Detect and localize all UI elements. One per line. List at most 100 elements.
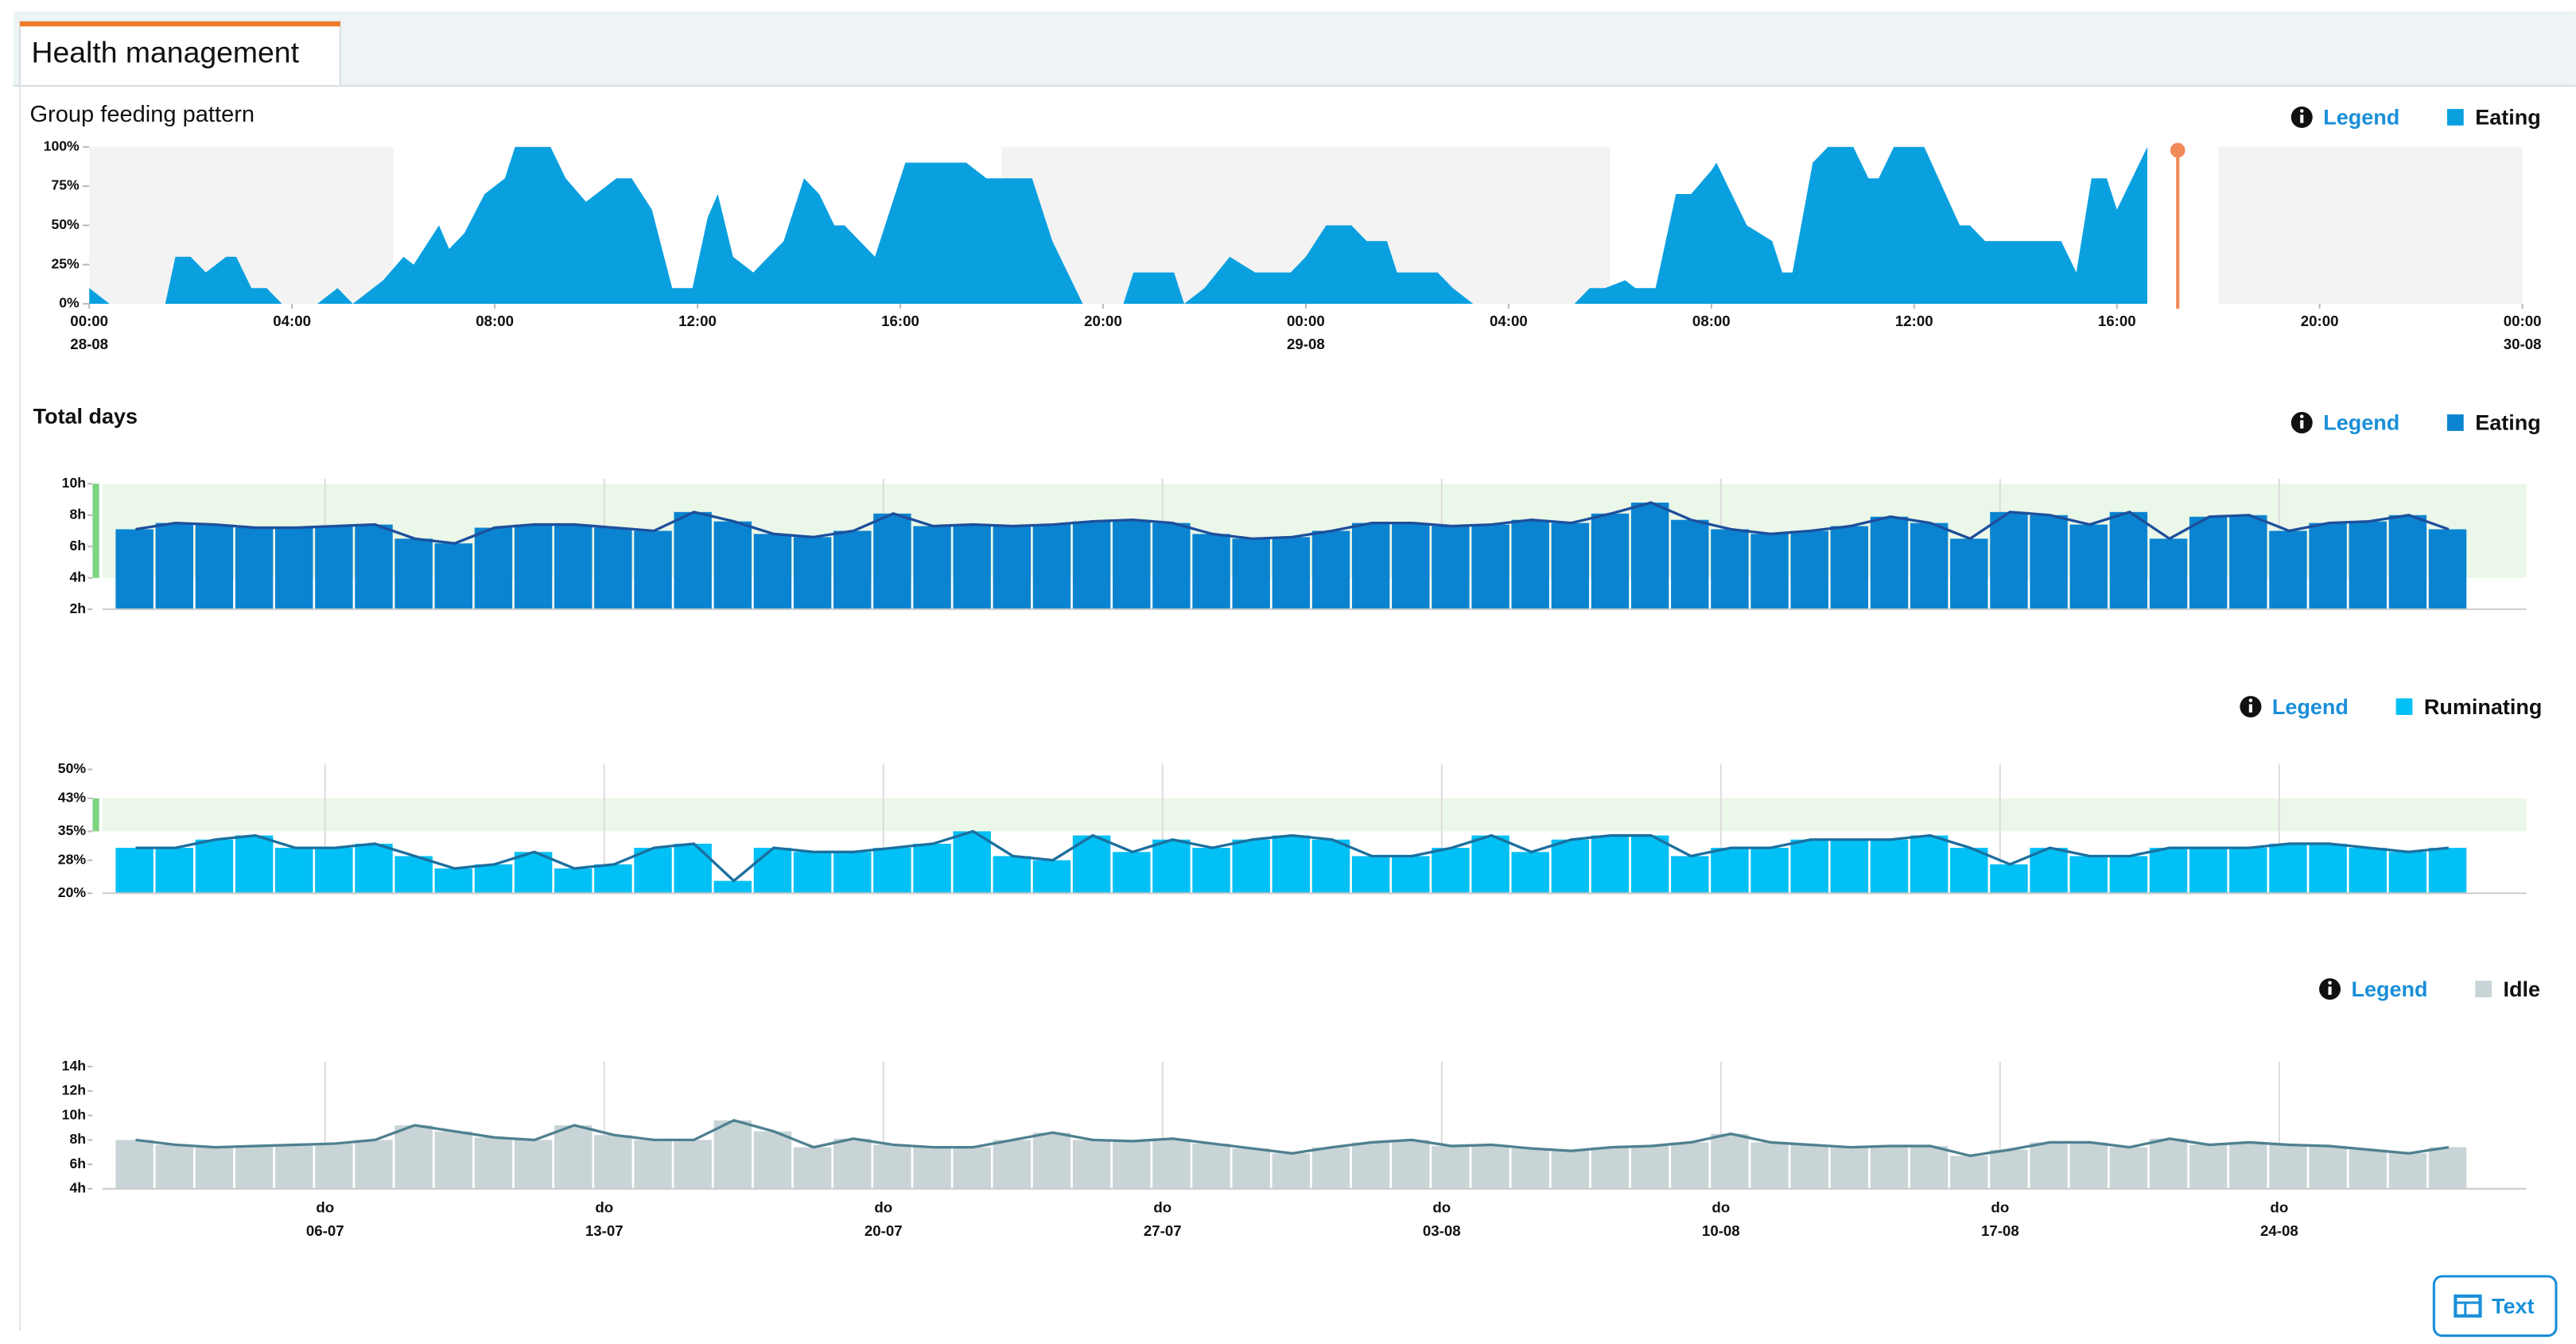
bar	[2428, 848, 2467, 894]
current-time-marker-head	[2170, 142, 2186, 158]
bar	[2428, 529, 2467, 610]
bar	[1870, 839, 1909, 894]
bar	[1950, 538, 1988, 610]
x-tick-label: 12:00	[1895, 313, 1933, 329]
legend-name: Ruminating	[2424, 695, 2542, 719]
bar	[1432, 1146, 1470, 1189]
area	[89, 146, 2147, 305]
bar	[753, 534, 792, 610]
bar	[2349, 848, 2387, 894]
bar	[713, 521, 752, 610]
bar	[2229, 1142, 2267, 1189]
bar	[2030, 1142, 2068, 1189]
legend-link[interactable]: Legend	[2323, 411, 2399, 435]
x-tick-date: 28-08	[70, 336, 108, 352]
y-tick-label: 43%	[58, 789, 87, 805]
bar	[1392, 856, 1430, 894]
bar	[1910, 1146, 1949, 1189]
bar	[1192, 1143, 1230, 1189]
info-icon-glyph[interactable]	[2248, 698, 2253, 702]
bar	[634, 848, 672, 894]
button-label[interactable]: Text	[2492, 1294, 2534, 1318]
button-frame[interactable]	[2432, 1275, 2558, 1338]
target-indicator	[92, 798, 99, 832]
bar	[1072, 521, 1111, 610]
bar	[2349, 1149, 2387, 1189]
bar	[474, 1137, 513, 1189]
bar	[594, 864, 632, 894]
bar	[2109, 1147, 2148, 1189]
bar	[913, 1147, 951, 1189]
bar	[2229, 848, 2267, 894]
y-tick-label: 8h	[69, 1131, 86, 1147]
x-tick-weekday: do	[2270, 1199, 2288, 1216]
bar	[554, 1125, 593, 1189]
bar	[355, 524, 393, 610]
x-tick-label: 08:00	[1692, 313, 1731, 329]
info-icon-glyph[interactable]	[2299, 414, 2304, 418]
bar	[993, 526, 1032, 610]
bar	[2189, 1144, 2228, 1189]
bar	[1671, 519, 1709, 610]
x-tick-label: 27-07	[1144, 1222, 1182, 1239]
legend-link[interactable]: Legend	[2352, 977, 2428, 1001]
info-icon-glyph[interactable]	[2299, 109, 2304, 113]
bar	[1830, 526, 1869, 610]
y-tick-label: 20%	[58, 884, 87, 900]
chart-title: Group feeding pattern	[29, 102, 254, 127]
bar	[1072, 1140, 1111, 1189]
bar	[793, 1147, 832, 1189]
info-icon-glyph[interactable]	[2328, 981, 2332, 985]
bar	[873, 1144, 911, 1189]
bar	[1351, 1142, 1390, 1189]
x-tick-weekday: do	[595, 1199, 613, 1216]
bar	[1551, 1151, 1590, 1189]
y-tick-label: 10h	[62, 475, 86, 491]
table-icon	[2454, 1294, 2482, 1318]
bar	[155, 522, 194, 610]
bar	[2269, 843, 2307, 894]
bar	[1351, 522, 1390, 610]
legend-link[interactable]: Legend	[2323, 106, 2399, 130]
x-tick-label: 04:00	[273, 313, 311, 329]
bar	[1113, 519, 1151, 610]
bar	[394, 1125, 433, 1189]
bar	[1232, 839, 1270, 894]
bar	[1630, 502, 1669, 610]
bar	[275, 848, 313, 894]
bar	[514, 852, 553, 894]
bar	[1591, 1147, 1630, 1189]
bar	[1750, 534, 1789, 610]
bar	[713, 1120, 752, 1189]
bar	[1511, 1148, 1549, 1189]
bar	[1870, 1146, 1909, 1189]
x-tick-weekday: do	[874, 1199, 892, 1216]
bar	[514, 524, 553, 610]
info-icon-glyph[interactable]	[2300, 420, 2304, 429]
bar	[1630, 1146, 1669, 1189]
bar	[913, 843, 951, 894]
bar	[1790, 1144, 1828, 1189]
active-tab[interactable]	[18, 20, 341, 87]
bar	[235, 1146, 274, 1189]
legend-link[interactable]: Legend	[2272, 695, 2349, 719]
y-tick-label: 50%	[51, 216, 80, 232]
bar	[913, 526, 951, 610]
bar	[2189, 516, 2228, 610]
legend-name: Eating	[2475, 411, 2540, 435]
info-icon-glyph[interactable]	[2328, 986, 2332, 995]
bar	[1910, 522, 1949, 610]
info-icon-glyph[interactable]	[2248, 704, 2252, 713]
info-icon-glyph[interactable]	[2300, 115, 2304, 123]
bar	[2149, 1138, 2188, 1189]
bar	[1232, 538, 1270, 610]
bar	[2309, 843, 2347, 894]
tab-label[interactable]: Health management	[32, 35, 300, 68]
bar	[275, 527, 313, 610]
bar	[1591, 513, 1630, 610]
text-button[interactable]: Text	[2432, 1275, 2558, 1338]
bar	[1711, 529, 1749, 610]
bar	[634, 530, 672, 610]
x-tick-label: 20:00	[2301, 313, 2339, 329]
